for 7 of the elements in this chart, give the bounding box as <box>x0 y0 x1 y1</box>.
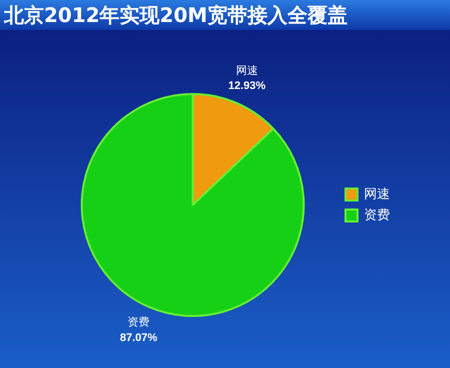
slice-label: 网速 <box>236 64 258 78</box>
legend-label: 资费 <box>364 208 390 223</box>
chart-title: 北京2012年实现20M宽带接入全覆盖 <box>0 0 450 30</box>
data-label: 87.07% <box>120 332 158 344</box>
slice-label: 资费 <box>128 316 150 329</box>
data-label: 12.93% <box>228 80 266 92</box>
legend-label: 网速 <box>364 186 390 202</box>
